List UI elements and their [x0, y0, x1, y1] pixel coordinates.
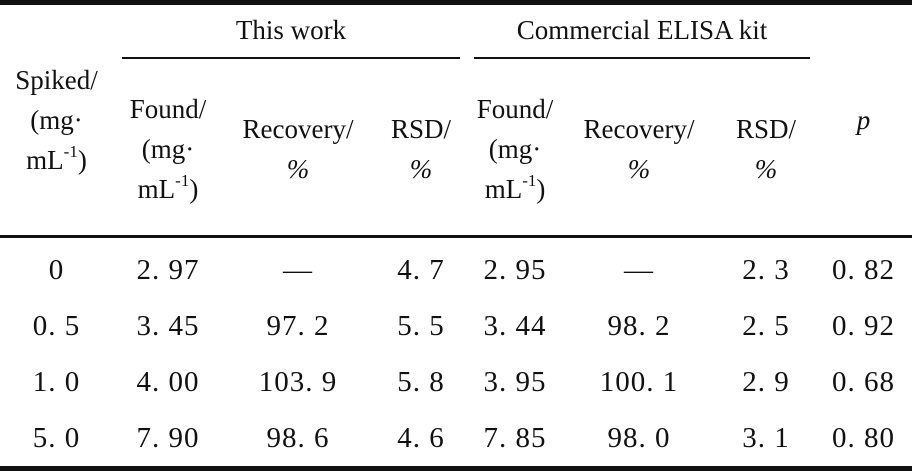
cell-recovery-commercial: — — [624, 253, 655, 286]
recovery-header-this-work: Recovery/ % — [223, 63, 373, 237]
cell-recovery-commercial: 98. 0 — [607, 421, 671, 454]
cell-found-this-work: 4. 00 — [136, 365, 200, 398]
rsd-header-commercial: RSD/ % — [717, 63, 815, 237]
found-header-line1: Found/ — [476, 94, 554, 124]
recovery-header-commercial: Recovery/ % — [561, 63, 717, 237]
cell-found-this-work: 7. 90 — [136, 421, 200, 454]
table-row: 0. 5 3. 45 97. 2 5. 5 3. 44 98. 2 2. 5 0… — [0, 298, 912, 354]
cell-recovery-this-work: 98. 6 — [266, 421, 330, 454]
found-header-line2: (mg· — [488, 134, 542, 164]
rsd-header-line1: RSD/ — [391, 114, 452, 144]
cell-recovery-this-work: 103. 9 — [258, 365, 338, 398]
group-this-work-label: This work — [235, 15, 347, 45]
found-header-line2: (mg· — [141, 134, 195, 164]
group-this-work: This work — [113, 3, 469, 64]
cell-rsd-commercial: 2. 5 — [742, 309, 790, 342]
cell-recovery-this-work: 97. 2 — [266, 309, 330, 342]
rsd-header-line2: % — [754, 154, 778, 184]
cell-p: 0. 82 — [832, 253, 896, 286]
cell-p: 0. 92 — [832, 309, 896, 342]
table-row: 0 2. 97 — 4. 7 2. 95 — 2. 3 0. 82 — [0, 237, 912, 299]
cell-found-commercial: 3. 44 — [483, 309, 547, 342]
cell-recovery-this-work: — — [283, 253, 313, 286]
cell-found-commercial: 2. 95 — [483, 253, 547, 286]
rsd-header-line1: RSD/ — [736, 114, 797, 144]
cell-rsd-commercial: 2. 3 — [742, 253, 790, 286]
cell-rsd-this-work: 4. 7 — [397, 253, 445, 286]
table-row: 1. 0 4. 00 103. 9 5. 8 3. 95 100. 1 2. 9… — [0, 354, 912, 410]
spiked-header-line1: Spiked/ — [15, 65, 98, 95]
cell-rsd-this-work: 4. 6 — [397, 421, 445, 454]
cell-spiked: 0 — [48, 253, 65, 286]
cell-p: 0. 80 — [832, 421, 896, 454]
cell-rsd-this-work: 5. 8 — [397, 365, 445, 398]
cell-p: 0. 68 — [832, 365, 896, 398]
cell-found-this-work: 3. 45 — [136, 309, 200, 342]
recovery-header-line2: % — [627, 154, 651, 184]
found-header-line1: Found/ — [129, 94, 207, 124]
sub-header-row: Found/ (mg· mL-1) Recovery/ % RSD/ % Fou… — [0, 63, 912, 237]
cell-rsd-commercial: 2. 9 — [742, 365, 790, 398]
cell-rsd-commercial: 3. 1 — [742, 421, 790, 454]
cell-found-commercial: 7. 85 — [483, 421, 547, 454]
table-body: 0 2. 97 — 4. 7 2. 95 — 2. 3 0. 82 0. 5 3… — [0, 237, 912, 469]
group-commercial-label: Commercial ELISA kit — [516, 15, 768, 45]
table-row: 5. 0 7. 90 98. 6 4. 6 7. 85 98. 0 3. 1 0… — [0, 410, 912, 469]
group-header-row: Spiked/ (mg· mL-1) This work Commercial … — [0, 2, 912, 238]
recovery-header-line2: % — [286, 154, 310, 184]
group-commercial: Commercial ELISA kit — [469, 3, 815, 64]
cell-spiked: 0. 5 — [32, 309, 81, 342]
recovery-header-line1: Recovery/ — [583, 114, 695, 144]
cell-rsd-this-work: 5. 5 — [397, 309, 445, 342]
rsd-header-this-work: RSD/ % — [373, 63, 469, 237]
cell-spiked: 1. 0 — [32, 365, 81, 398]
cell-recovery-commercial: 98. 2 — [607, 309, 671, 342]
found-header-line3: mL-1) — [484, 171, 546, 204]
cell-recovery-commercial: 100. 1 — [599, 365, 679, 398]
rsd-header-line2: % — [409, 154, 433, 184]
spiked-column-header: Spiked/ (mg· mL-1) — [0, 2, 113, 238]
spiked-header-line3: mL-1) — [26, 142, 87, 175]
group-commercial-underline — [474, 57, 811, 59]
found-header-line3: mL-1) — [137, 171, 199, 204]
cell-found-this-work: 2. 97 — [136, 253, 200, 286]
cell-found-commercial: 3. 95 — [483, 365, 547, 398]
spiked-header-line2: (mg· — [30, 105, 83, 135]
found-header-this-work: Found/ (mg· mL-1) — [113, 63, 223, 237]
table-header: Spiked/ (mg· mL-1) This work Commercial … — [0, 2, 912, 238]
p-column-header: p — [815, 2, 912, 238]
p-header-label: p — [856, 105, 871, 135]
recovery-header-line1: Recovery/ — [242, 114, 354, 144]
group-this-work-underline — [122, 57, 461, 59]
found-header-commercial: Found/ (mg· mL-1) — [469, 63, 561, 237]
cell-spiked: 5. 0 — [32, 421, 81, 454]
